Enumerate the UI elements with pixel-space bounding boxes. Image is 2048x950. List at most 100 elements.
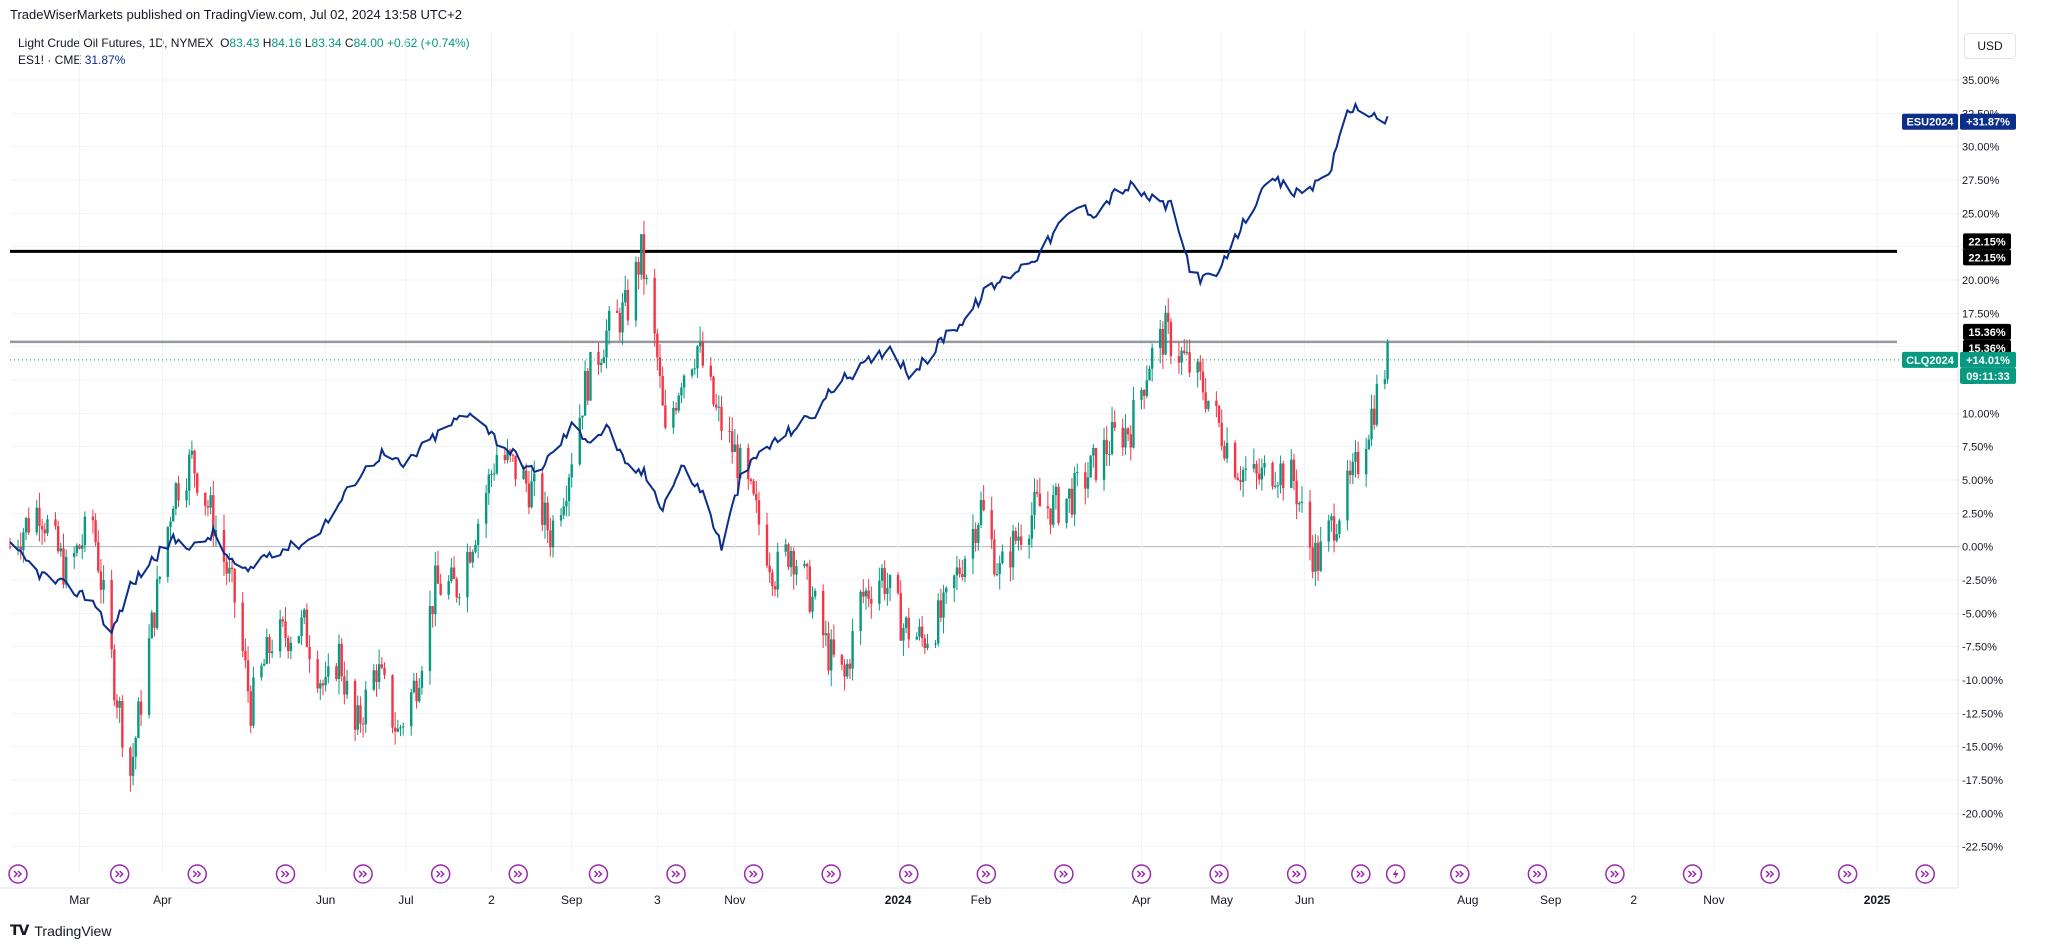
cl-name-tag-bg: [1902, 351, 1958, 368]
event-marker-icon[interactable]: [666, 864, 686, 884]
double-chevron-icon: [280, 870, 290, 878]
event-marker-icon[interactable]: [353, 864, 373, 884]
candle-body: [455, 578, 458, 598]
y-tick-label: 27.50%: [1962, 175, 2000, 187]
tag-15-36-upper: 15.36%: [1968, 327, 2006, 339]
candle-body: [343, 676, 346, 695]
candle-body: [562, 506, 565, 516]
candle-body: [599, 362, 603, 365]
candle-body: [1223, 446, 1226, 459]
event-marker-icon[interactable]: [8, 864, 28, 884]
candle-body: [784, 544, 787, 552]
event-marker-icon[interactable]: [1385, 864, 1406, 884]
compare-symbol[interactable]: ES1! · CME: [18, 53, 82, 67]
event-marker-icon[interactable]: [1286, 864, 1307, 884]
candle-body: [904, 617, 908, 628]
candle-body: [289, 642, 293, 652]
candle-body: [1375, 384, 1379, 425]
candle-body: [880, 568, 884, 581]
candle-body: [939, 600, 943, 618]
candle-body: [864, 590, 868, 597]
candle-body: [586, 370, 589, 401]
event-marker-icon[interactable]: [1131, 864, 1152, 884]
y-tick-label: 5.00%: [1962, 475, 1993, 487]
x-tick-label: Jun: [316, 893, 335, 907]
candle-body: [1271, 462, 1274, 487]
candle-body: [177, 483, 180, 501]
event-marker-icon[interactable]: [430, 864, 451, 884]
tag-22-15-lower: 22.15%: [1968, 252, 2006, 264]
candle-body: [1084, 472, 1087, 489]
cl-value-tag: +14.01%: [1966, 355, 2010, 367]
candle-body: [1011, 530, 1015, 568]
event-marker-icon[interactable]: [588, 864, 609, 884]
event-marker-icon[interactable]: [1760, 864, 1780, 884]
candle-body: [1236, 477, 1239, 480]
candle-body: [121, 700, 124, 748]
publisher-line: TradeWiserMarkets published on TradingVi…: [10, 7, 462, 22]
candle-body: [1276, 485, 1280, 487]
event-marker-icon[interactable]: [743, 864, 764, 884]
event-marker-icon[interactable]: [1054, 864, 1074, 884]
candle-body: [945, 587, 948, 593]
candle-body: [1239, 479, 1242, 482]
tag-22-15-lower-bg: [1963, 249, 2011, 266]
candle-body: [466, 551, 469, 598]
event-marker-icon[interactable]: [508, 864, 528, 884]
candle-body: [773, 586, 777, 590]
event-marker-icon[interactable]: [187, 864, 207, 884]
event-marker-icon[interactable]: [1351, 864, 1371, 884]
x-axis: Mar Apr Jun Jul 2 Sep 3 Nov 2024 Feb Apr May Jun Aug S…: [69, 893, 1891, 907]
event-marker-icon[interactable]: [821, 864, 841, 884]
candle-body: [206, 505, 210, 508]
candle-body: [755, 493, 758, 501]
candle-body: [1161, 329, 1165, 355]
tradingview-logo-icon: 𝗧𝗩: [10, 922, 29, 938]
candle-body: [645, 277, 648, 280]
event-marker-icon[interactable]: [1209, 864, 1229, 884]
event-marker-icon[interactable]: [1915, 864, 1935, 884]
double-chevron-icon: [115, 870, 124, 878]
candle-body: [768, 565, 771, 573]
event-marker-icon[interactable]: [899, 864, 919, 884]
candle-body: [677, 395, 680, 411]
candle-body: [878, 580, 881, 604]
candle-body: [731, 431, 734, 453]
y-tick-label: -22.50%: [1962, 842, 2003, 854]
main-symbol[interactable]: Light Crude Oil Futures, 1D, NYMEX: [18, 36, 214, 50]
event-marker-icon[interactable]: [109, 864, 130, 884]
event-marker-icon[interactable]: [1605, 864, 1625, 884]
event-marker-icon[interactable]: [976, 864, 997, 884]
candle-body: [297, 636, 301, 643]
es-line: [9, 101, 1389, 635]
candle-body: [410, 692, 413, 727]
candle-body: [701, 341, 704, 366]
event-marker-icon[interactable]: [1682, 864, 1703, 884]
event-marker-icon[interactable]: [1527, 864, 1548, 884]
candle-body: [1308, 501, 1312, 548]
candle-body: [359, 705, 362, 724]
candle-body: [492, 473, 496, 475]
candle-body: [377, 664, 381, 682]
candle-body: [559, 515, 563, 521]
event-marker-icon[interactable]: [1450, 864, 1470, 884]
y-tick-label: -12.50%: [1962, 708, 2003, 720]
candle-body: [998, 563, 1001, 575]
candle-body: [589, 352, 592, 401]
candle-body: [549, 530, 552, 548]
event-markers[interactable]: [8, 864, 1935, 884]
candle-body: [91, 516, 95, 521]
candle-body: [795, 566, 798, 575]
candle-body: [16, 546, 20, 548]
candle-body: [682, 375, 686, 388]
event-marker-icon[interactable]: [1837, 864, 1858, 884]
horizontal-lines[interactable]: [10, 249, 1897, 344]
currency-button[interactable]: USD: [1964, 33, 2016, 59]
candle-body: [1185, 352, 1189, 354]
candle-body: [415, 680, 418, 702]
candle-body: [1319, 541, 1322, 571]
candle-body: [527, 483, 531, 508]
event-marker-icon[interactable]: [275, 864, 296, 884]
candle-body: [1207, 400, 1210, 409]
